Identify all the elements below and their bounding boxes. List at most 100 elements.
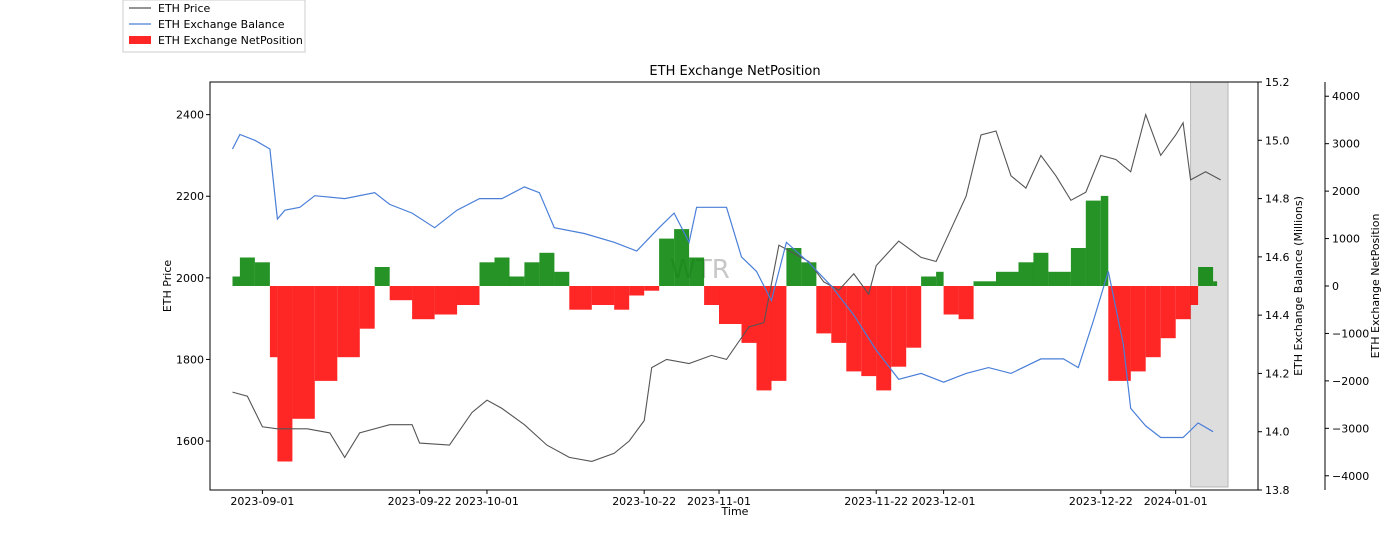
legend-netposition-swatch xyxy=(129,36,151,44)
netposition-bar xyxy=(1198,267,1214,286)
netposition-bar xyxy=(389,286,413,301)
price-tick-label: 2400 xyxy=(176,109,204,122)
netposition-bar xyxy=(719,286,742,324)
legend-frame xyxy=(122,0,306,53)
price-tick-label: 1600 xyxy=(176,435,204,448)
netposition-bar xyxy=(996,271,1019,286)
netposition-tick-label: 2000 xyxy=(1332,185,1360,198)
legend-balance-label: ETH Exchange Balance xyxy=(158,18,285,31)
netposition-tick-label: −2000 xyxy=(1332,375,1369,388)
netposition-bar xyxy=(539,252,555,286)
netposition-bar xyxy=(1033,252,1049,286)
netposition-bar xyxy=(906,286,922,348)
legend-netposition-label: ETH Exchange NetPosition xyxy=(158,34,303,47)
netposition-bar xyxy=(591,286,615,305)
x-axis: 2023-09-01 2023-09-22 2023-10-01 2023-10-22… xyxy=(230,490,1208,508)
netposition-bar xyxy=(254,262,270,286)
x-tick-label: 2024-01-01 xyxy=(1144,495,1208,508)
y-axis-netposition-label: ETH Exchange NetPosition xyxy=(1369,214,1382,359)
x-tick-label: 2023-11-22 xyxy=(844,495,908,508)
netposition-bar xyxy=(1160,286,1176,339)
netposition-bar xyxy=(1130,286,1146,372)
netposition-bar xyxy=(771,286,787,381)
price-tick-label: 2200 xyxy=(176,190,204,203)
netposition-bar xyxy=(359,286,375,329)
netposition-bar xyxy=(269,286,278,358)
netposition-bar xyxy=(1145,286,1161,358)
balance-tick-label: 14.4 xyxy=(1265,309,1290,322)
netposition-bar xyxy=(756,286,772,391)
netposition-bar xyxy=(921,276,937,286)
netposition-bar xyxy=(943,286,959,315)
netposition-bar xyxy=(569,286,592,310)
netposition-bar xyxy=(1190,286,1199,305)
netposition-bar xyxy=(314,286,338,381)
netposition-bar xyxy=(689,257,705,286)
y-axis-netposition: −4000 −3000 −2000 −1000 0 1000 2000 3000 4000 xyxy=(1324,82,1369,490)
netposition-bar xyxy=(1100,195,1109,286)
netposition-bar xyxy=(434,286,458,315)
netposition-tick-label: −3000 xyxy=(1332,422,1369,435)
legend-price-label: ETH Price xyxy=(158,2,211,15)
netposition-bar xyxy=(674,229,690,286)
netposition-bar xyxy=(876,286,892,391)
netposition-bar xyxy=(973,281,996,286)
netposition-tick-label: 1000 xyxy=(1332,233,1360,246)
netposition-bar xyxy=(614,286,630,310)
netposition-bar xyxy=(277,286,293,462)
netposition-bar xyxy=(786,248,802,286)
x-tick-label: 2023-12-01 xyxy=(912,495,976,508)
netposition-bar xyxy=(232,276,240,286)
netposition-tick-label: 3000 xyxy=(1332,138,1360,151)
balance-line xyxy=(231,133,1214,439)
y-axis-price-label: ETH Price xyxy=(161,260,174,313)
x-tick-label: 2023-09-22 xyxy=(388,495,452,508)
netposition-tick-label: 4000 xyxy=(1332,90,1360,103)
balance-tick-label: 14.0 xyxy=(1265,426,1290,439)
x-tick-label: 2023-09-01 xyxy=(230,495,294,508)
netposition-bar xyxy=(629,286,645,296)
y-axis-balance: 13.8 14.0 14.2 14.4 14.6 14.8 15.0 15.2 xyxy=(1257,76,1290,497)
netposition-bar xyxy=(801,262,817,286)
netposition-bar xyxy=(292,286,315,419)
y-axis-price: 1600 1800 2000 2200 2400 xyxy=(176,109,210,448)
balance-tick-label: 14.6 xyxy=(1265,251,1290,264)
y-axis-balance-label: ETH Exchange Balance (Millions) xyxy=(1292,196,1305,376)
netposition-bar xyxy=(936,271,944,286)
x-axis-label: Time xyxy=(721,505,749,518)
price-line xyxy=(232,112,1221,462)
balance-tick-label: 14.2 xyxy=(1265,367,1290,380)
shaded-region xyxy=(1190,81,1229,488)
netposition-tick-label: 0 xyxy=(1332,280,1339,293)
netposition-tick-label: −1000 xyxy=(1332,327,1369,340)
x-tick-label: 2023-11-01 xyxy=(687,495,751,508)
netposition-bar xyxy=(337,286,360,358)
netposition-bar xyxy=(509,276,525,286)
netposition-bar xyxy=(1070,248,1086,286)
netposition-bar xyxy=(479,262,495,286)
netposition-bar xyxy=(958,286,974,320)
netposition-bar xyxy=(741,286,757,343)
netposition-bar xyxy=(374,267,390,286)
netposition-bar xyxy=(704,286,720,305)
x-tick-label: 2023-12-22 xyxy=(1069,495,1133,508)
netposition-bar xyxy=(846,286,862,372)
netposition-tick-label: −4000 xyxy=(1332,470,1369,483)
netposition-bar xyxy=(457,286,480,305)
price-tick-label: 2000 xyxy=(176,272,204,285)
netposition-bar xyxy=(891,286,907,367)
netposition-bar xyxy=(494,257,510,286)
netposition-bar xyxy=(524,262,540,286)
balance-tick-label: 15.2 xyxy=(1265,76,1290,89)
netposition-bars xyxy=(232,195,1218,462)
netposition-bar xyxy=(412,286,435,320)
netposition-bar xyxy=(816,286,832,334)
netposition-bar xyxy=(644,286,660,291)
netposition-bar xyxy=(1085,200,1101,286)
legend: ETH Price ETH Exchange Balance ETH Excha… xyxy=(122,0,306,53)
chart-title: ETH Exchange NetPosition xyxy=(649,64,820,79)
netposition-bar xyxy=(239,257,255,286)
price-tick-label: 1800 xyxy=(176,353,204,366)
netposition-bar xyxy=(831,286,847,343)
